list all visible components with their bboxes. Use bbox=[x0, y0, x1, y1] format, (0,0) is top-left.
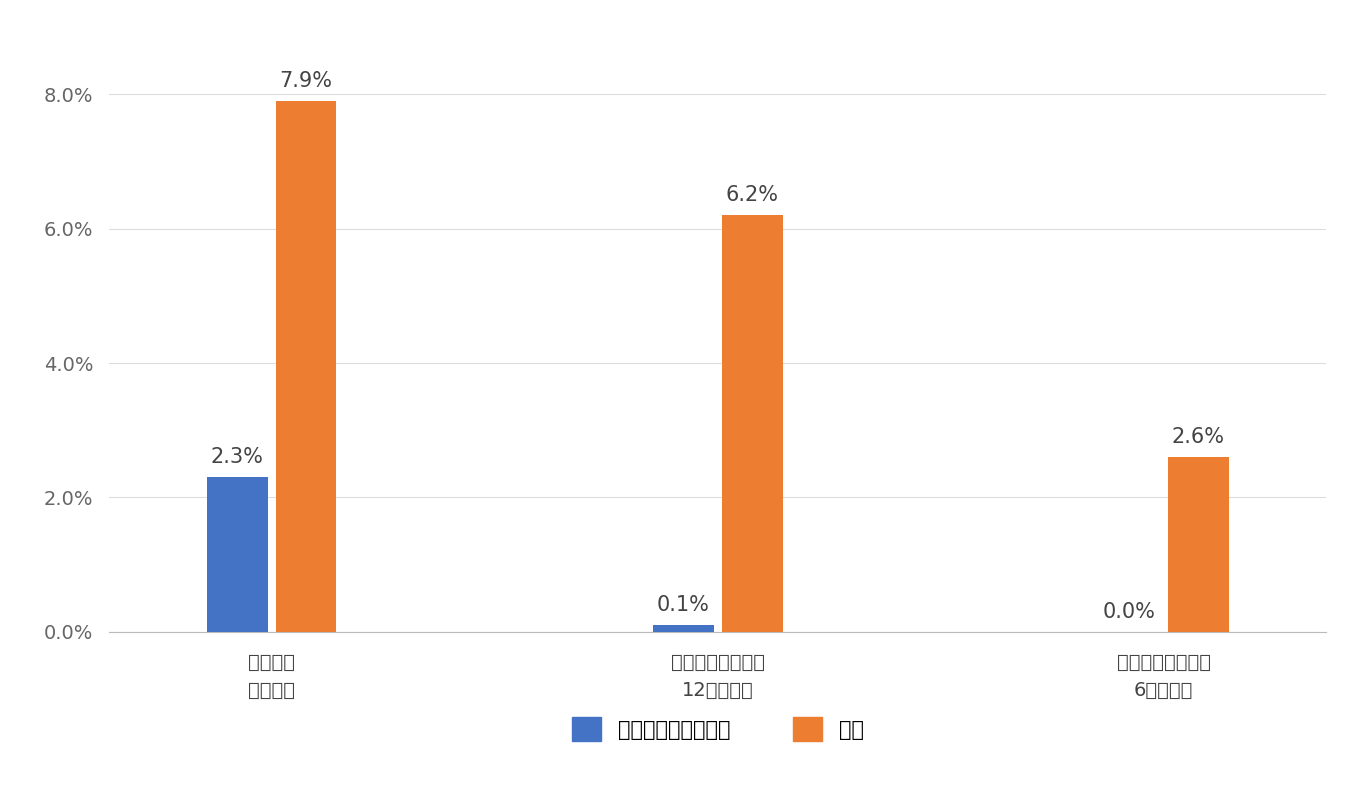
Text: 2.3%: 2.3% bbox=[211, 447, 264, 467]
Text: 0.0%: 0.0% bbox=[1103, 602, 1155, 622]
Text: 7.9%: 7.9% bbox=[279, 71, 332, 91]
Text: 2.6%: 2.6% bbox=[1172, 427, 1225, 447]
Text: 0.1%: 0.1% bbox=[656, 595, 709, 615]
Bar bbox=[1167, 457, 1229, 632]
Bar bbox=[206, 477, 268, 632]
Bar bbox=[653, 625, 714, 632]
Text: 6.2%: 6.2% bbox=[726, 185, 779, 205]
Bar bbox=[722, 215, 782, 632]
Legend: 此前的加息週期開端, 目前: 此前的加息週期開端, 目前 bbox=[562, 706, 874, 752]
Bar bbox=[276, 101, 336, 632]
